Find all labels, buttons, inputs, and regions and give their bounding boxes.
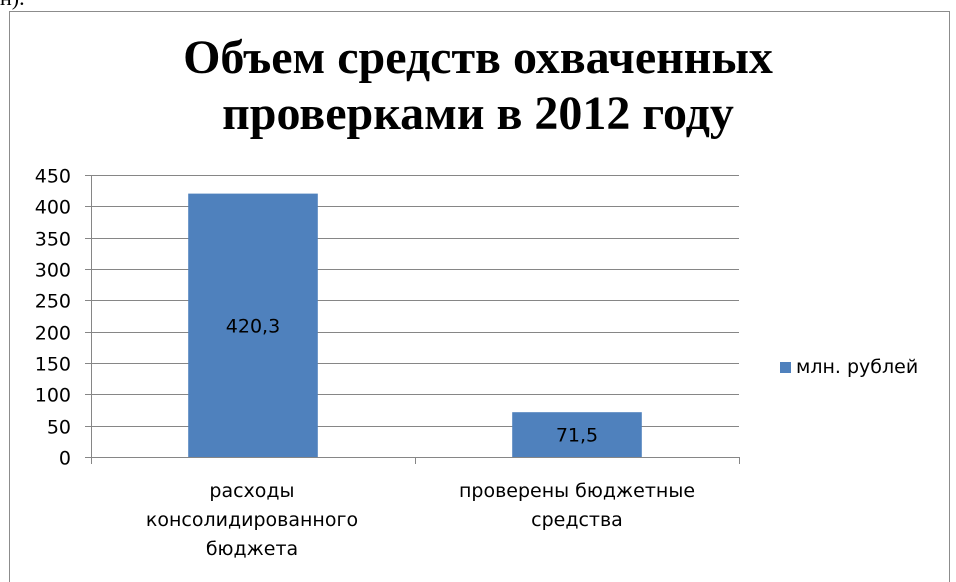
legend: млн. рублей bbox=[780, 356, 918, 378]
data-label-2: 71,5 bbox=[556, 425, 598, 447]
y-tick-label-150: 150 bbox=[35, 354, 71, 376]
y-tick-label-350: 350 bbox=[35, 229, 71, 251]
chart-title: Объем средств охваченных проверками в 20… bbox=[0, 30, 956, 142]
category-label-1-line-3: бюджета bbox=[205, 538, 299, 560]
category-label-1-line-2: консолидированного bbox=[145, 509, 359, 531]
y-tick-label-0: 0 bbox=[59, 448, 71, 470]
category-label-1-line-1: расходы bbox=[209, 480, 295, 502]
legend-label: млн. рублей bbox=[796, 356, 919, 378]
y-tick-label-300: 300 bbox=[35, 260, 71, 282]
y-tick-label-100: 100 bbox=[35, 385, 71, 407]
y-tick-label-200: 200 bbox=[35, 323, 71, 345]
category-label-2-line-2: средства bbox=[531, 509, 623, 531]
y-tick-label-250: 250 bbox=[35, 291, 71, 313]
legend-swatch bbox=[780, 361, 791, 373]
chart-title-line-2: проверками в 2012 году bbox=[222, 87, 734, 140]
bar-1 bbox=[188, 193, 318, 457]
category-label-1: расходы консолидированного бюджета bbox=[117, 477, 387, 564]
chart-frame bbox=[9, 11, 950, 582]
y-tick-label-50: 50 bbox=[47, 417, 71, 439]
bar-2 bbox=[512, 412, 642, 457]
data-label-1: 420,3 bbox=[226, 315, 280, 337]
category-label-2-line-1: проверены бюджетные bbox=[458, 480, 696, 502]
y-tick-label-450: 450 bbox=[35, 166, 71, 188]
category-label-2: проверены бюджетные средства bbox=[442, 477, 712, 535]
chart-title-line-1: Объем средств охваченных bbox=[183, 31, 773, 84]
y-tick-label-400: 400 bbox=[35, 197, 71, 219]
page-text-fragment: н). bbox=[0, 0, 25, 9]
